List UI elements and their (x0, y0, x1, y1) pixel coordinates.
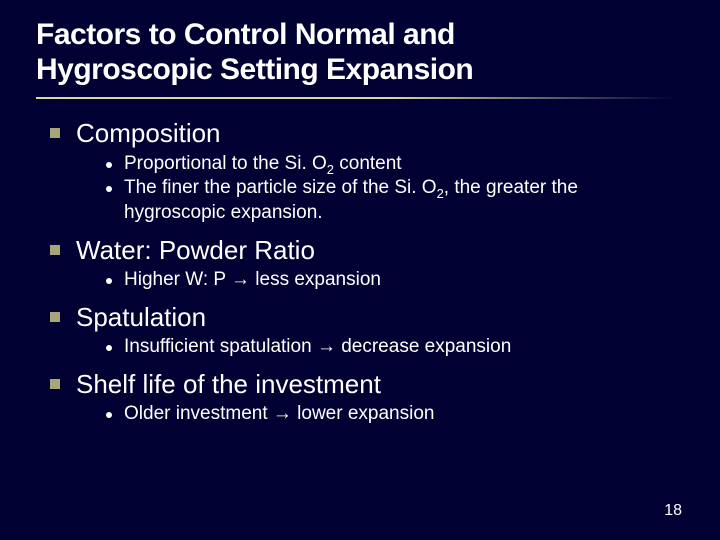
list-item-water-powder: Water: Powder Ratio (50, 234, 684, 267)
subscript: 2 (327, 161, 334, 176)
dot-bullet-icon (106, 162, 112, 168)
sublist-water-powder: Higher W: P → less expansion (50, 268, 684, 293)
sub-item-text: Higher W: P → less expansion (124, 268, 381, 293)
sub-item: The finer the particle size of the Si. O… (106, 176, 684, 225)
list-item-label: Spatulation (76, 301, 206, 334)
sublist-composition: Proportional to the Si. O2 content The f… (50, 152, 684, 226)
sub-item: Older investment → lower expansion (106, 402, 684, 427)
sub-item-text: Older investment → lower expansion (124, 402, 434, 427)
slide: Factors to Control Normal and Hygroscopi… (0, 0, 720, 540)
list-item-composition: Composition (50, 117, 684, 150)
square-bullet-icon (50, 245, 60, 255)
square-bullet-icon (50, 379, 60, 389)
sub-item-text: The finer the particle size of the Si. O… (124, 176, 684, 225)
dot-bullet-icon (106, 345, 112, 351)
page-number: 18 (664, 502, 682, 520)
dot-bullet-icon (106, 412, 112, 418)
text-fragment: The finer the particle size of the Si. O (124, 177, 437, 198)
sublist-spatulation: Insufficient spatulation → decrease expa… (50, 335, 684, 360)
sublist-shelf-life: Older investment → lower expansion (50, 402, 684, 427)
subscript: 2 (437, 186, 444, 201)
square-bullet-icon (50, 128, 60, 138)
sub-item-text: Proportional to the Si. O2 content (124, 152, 402, 177)
square-bullet-icon (50, 312, 60, 322)
list-item-label: Composition (76, 117, 221, 150)
list-item-shelf-life: Shelf life of the investment (50, 368, 684, 401)
text-fragment: content (334, 153, 402, 174)
title-line-1: Factors to Control Normal and (36, 18, 455, 51)
sub-item: Insufficient spatulation → decrease expa… (106, 335, 684, 360)
title-line-2: Hygroscopic Setting Expansion (36, 53, 473, 86)
slide-title: Factors to Control Normal and Hygroscopi… (36, 18, 684, 87)
list-item-label: Water: Powder Ratio (76, 234, 315, 267)
sub-item-text: Insufficient spatulation → decrease expa… (124, 335, 511, 360)
sub-item: Higher W: P → less expansion (106, 268, 684, 293)
sub-item: Proportional to the Si. O2 content (106, 152, 684, 177)
list-item-label: Shelf life of the investment (76, 368, 381, 401)
dot-bullet-icon (106, 278, 112, 284)
title-underline (36, 97, 676, 99)
text-fragment: Proportional to the Si. O (124, 153, 327, 174)
list-item-spatulation: Spatulation (50, 301, 684, 334)
content-area: Composition Proportional to the Si. O2 c… (36, 117, 684, 427)
dot-bullet-icon (106, 186, 112, 192)
